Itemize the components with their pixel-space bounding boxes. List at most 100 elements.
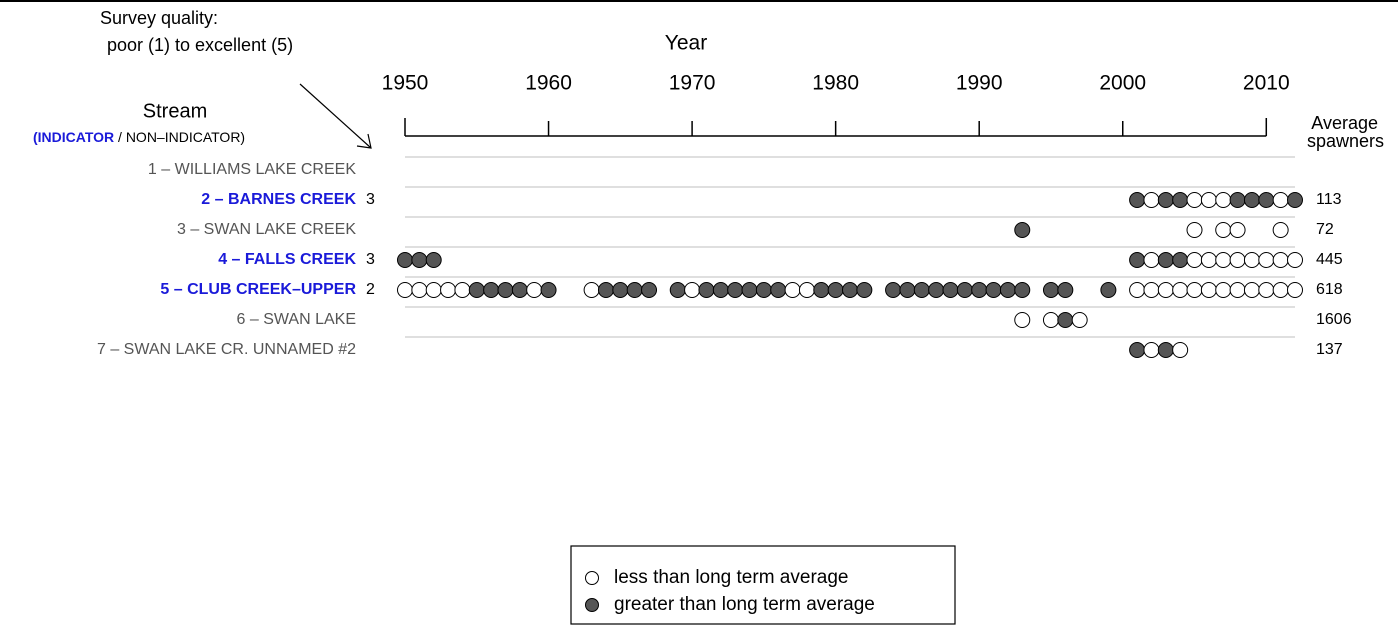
year-dot [1200,252,1217,268]
year-dot [1229,192,1246,208]
value-title: spawners [1307,131,1384,151]
year-dot [684,282,701,298]
year-dot [1272,282,1289,298]
year-dot [1014,282,1031,298]
year-dot [1200,192,1217,208]
average-label: 137 [1316,341,1343,358]
year-dot [497,282,514,298]
year-dot [1272,192,1289,208]
year-dot [1229,252,1246,268]
year-dot [1129,252,1146,268]
year-dot [741,282,758,298]
year-dot [755,282,772,298]
stream-name: 2 – BARNES CREEK [201,191,356,208]
year-dot [468,282,485,298]
year-dot [985,282,1002,298]
year-dot [1143,342,1160,358]
year-dot [1287,192,1303,208]
year-dot [440,282,457,298]
year-dot [1229,222,1246,238]
year-dot [425,282,442,298]
year-dot [1186,282,1203,298]
stream-name: 4 – FALLS CREEK [218,251,356,268]
year-dot [827,282,844,298]
year-dot [885,282,902,298]
year-dot [1157,342,1174,358]
year-dot [526,282,543,298]
year-dot [1129,342,1146,358]
x-tick-label: 2000 [1099,72,1146,95]
stream-name: 5 – CLUB CREEK–UPPER [160,281,356,298]
arrow-shaft [299,83,372,149]
year-dot [1042,312,1059,328]
year-dot [1172,342,1189,358]
year-dot [626,282,643,298]
legend-dot [585,598,599,612]
average-label: 113 [1316,191,1342,208]
stream-name: 6 – SWAN LAKE [237,311,356,328]
year-dot [1057,312,1074,328]
year-dot [956,282,973,298]
year-dot [454,282,471,298]
legend-dot [585,571,599,585]
year-dot [1215,282,1232,298]
average-label: 1606 [1316,311,1352,328]
average-label: 72 [1316,221,1334,238]
x-tick-label: 1990 [956,72,1003,95]
value-title: Average [1311,113,1378,133]
quality-label: 3 [366,191,375,208]
legend-label: less than long term average [614,567,848,588]
year-dot [411,282,428,298]
x-tick-label: 1960 [525,72,572,95]
stream-title: Stream [143,100,207,122]
average-label: 445 [1316,251,1343,268]
year-dot [899,282,916,298]
year-dot [1272,222,1289,238]
year-dot [1014,222,1031,238]
year-dot [856,282,873,298]
year-dot [1258,252,1275,268]
year-dot [483,282,500,298]
year-dot [1172,282,1189,298]
year-dot [1215,192,1232,208]
year-dot [1157,252,1174,268]
year-dot [1042,282,1059,298]
year-dot [411,252,428,268]
year-dot [1129,192,1146,208]
year-dot [1057,282,1074,298]
indicator-key: (INDICATOR [33,129,114,145]
year-dot [1071,312,1088,328]
stream-subtitle: (INDICATOR / NON–INDICATOR) [33,129,245,145]
year-dot [1243,192,1260,208]
year-dot [540,282,557,298]
year-dot [913,282,930,298]
year-dot [641,282,658,298]
stream-name: 7 – SWAN LAKE CR. UNNAMED #2 [97,341,356,358]
year-dot [1157,282,1174,298]
year-dot [1229,282,1246,298]
average-label: 618 [1316,281,1343,298]
year-dot [1287,252,1303,268]
year-dot [798,282,815,298]
year-dot [698,282,715,298]
quality-title: Survey quality: [100,8,218,28]
year-dot [999,282,1016,298]
year-dot [1287,282,1303,298]
quality-label: 2 [366,281,375,298]
year-dot [583,282,600,298]
arrow-head [356,133,372,149]
year-dot [397,252,413,268]
quality-range: poor (1) to excellent (5) [107,35,293,55]
year-dot [1186,222,1203,238]
year-dot [397,282,413,298]
year-dot [1172,252,1189,268]
x-tick-label: 2010 [1243,72,1290,95]
year-dot [1143,192,1160,208]
year-dot [1258,192,1275,208]
year-dot [1272,252,1289,268]
non-indicator-key: / NON–INDICATOR) [114,129,245,145]
x-tick-label: 1980 [812,72,859,95]
year-dot [770,282,787,298]
legend-box [570,545,956,625]
